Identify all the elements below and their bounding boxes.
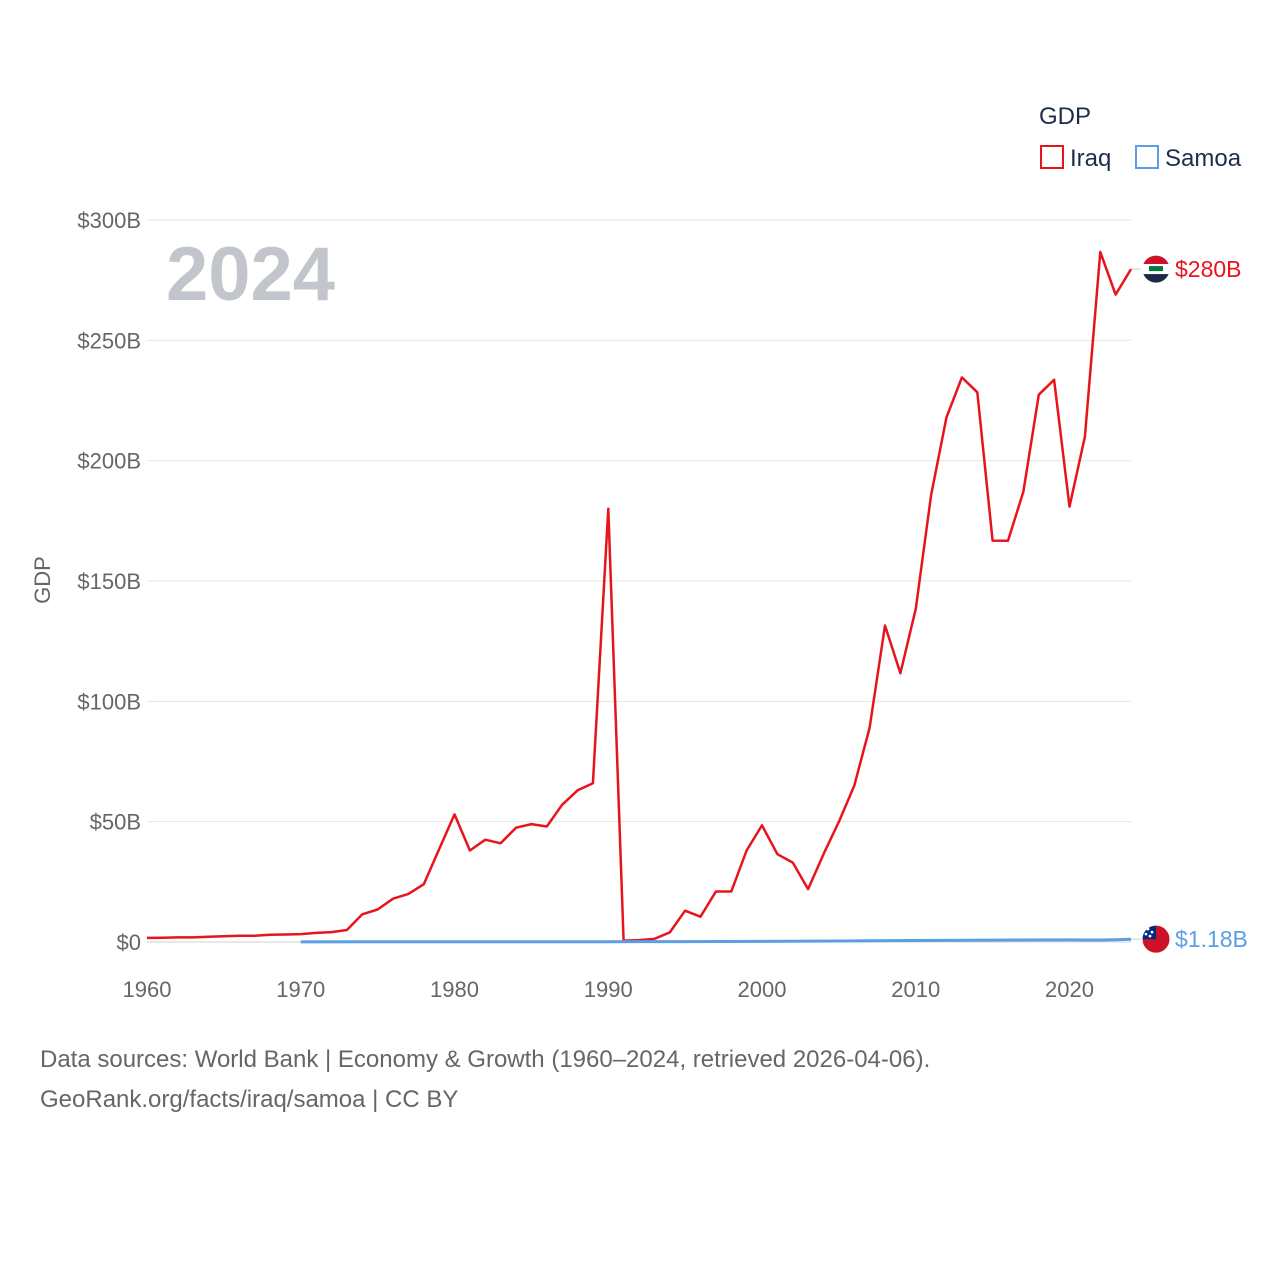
y-tick-label: $300B: [77, 208, 141, 233]
x-tick-label: 1960: [123, 977, 172, 1002]
y-tick-label: $200B: [77, 449, 141, 474]
year-watermark: 2024: [166, 232, 335, 317]
legend-item-iraq[interactable]: Iraq: [1040, 145, 1111, 172]
series-lines: [146, 250, 1133, 944]
legend-swatch-samoa: [1135, 145, 1159, 169]
x-tick-label: 2020: [1045, 977, 1094, 1002]
y-tick-label: $50B: [90, 810, 141, 835]
legend-item-samoa[interactable]: Samoa: [1135, 145, 1242, 172]
data-sources-note: Data sources: World Bank | Economy & Gro…: [40, 1046, 931, 1073]
legend-label-iraq: Iraq: [1070, 145, 1111, 172]
end-label-iraq: $280B: [1175, 256, 1242, 282]
iraq-flag-icon: [1141, 254, 1171, 284]
attribution-link[interactable]: GeoRank.org/facts/iraq/samoa | CC BY: [40, 1086, 459, 1113]
end-label-samoa: $1.18B: [1175, 926, 1248, 952]
x-tick-label: 2000: [738, 977, 787, 1002]
samoa-flag-icon: [1141, 924, 1171, 954]
series-line-samoa[interactable]: [300, 937, 1132, 944]
y-tick-label: $150B: [77, 569, 141, 594]
grid-lines: [147, 219, 1131, 943]
legend-title: GDP: [1039, 103, 1091, 130]
y-axis: $0 $50B $100B $150B $200B $250B $300B: [77, 208, 141, 955]
x-tick-label: 1970: [276, 977, 325, 1002]
legend: GDP Iraq Samoa: [1039, 103, 1242, 172]
y-tick-label: $250B: [77, 328, 141, 353]
y-tick-label: $100B: [77, 689, 141, 714]
x-tick-label: 1980: [430, 977, 479, 1002]
series-line-iraq[interactable]: [146, 250, 1133, 942]
y-axis-title: GDP: [30, 556, 55, 604]
legend-swatch-iraq: [1040, 145, 1064, 169]
legend-label-samoa: Samoa: [1165, 145, 1242, 172]
y-tick-label: $0: [117, 930, 141, 955]
footer: Data sources: World Bank | Economy & Gro…: [40, 1040, 930, 1120]
series-end-markers: $280B $1.18B: [1131, 254, 1248, 954]
x-tick-label: 2010: [891, 977, 940, 1002]
x-axis: 1960 1970 1980 1990 2000 2010 2020: [123, 977, 1094, 1002]
x-tick-label: 1990: [584, 977, 633, 1002]
